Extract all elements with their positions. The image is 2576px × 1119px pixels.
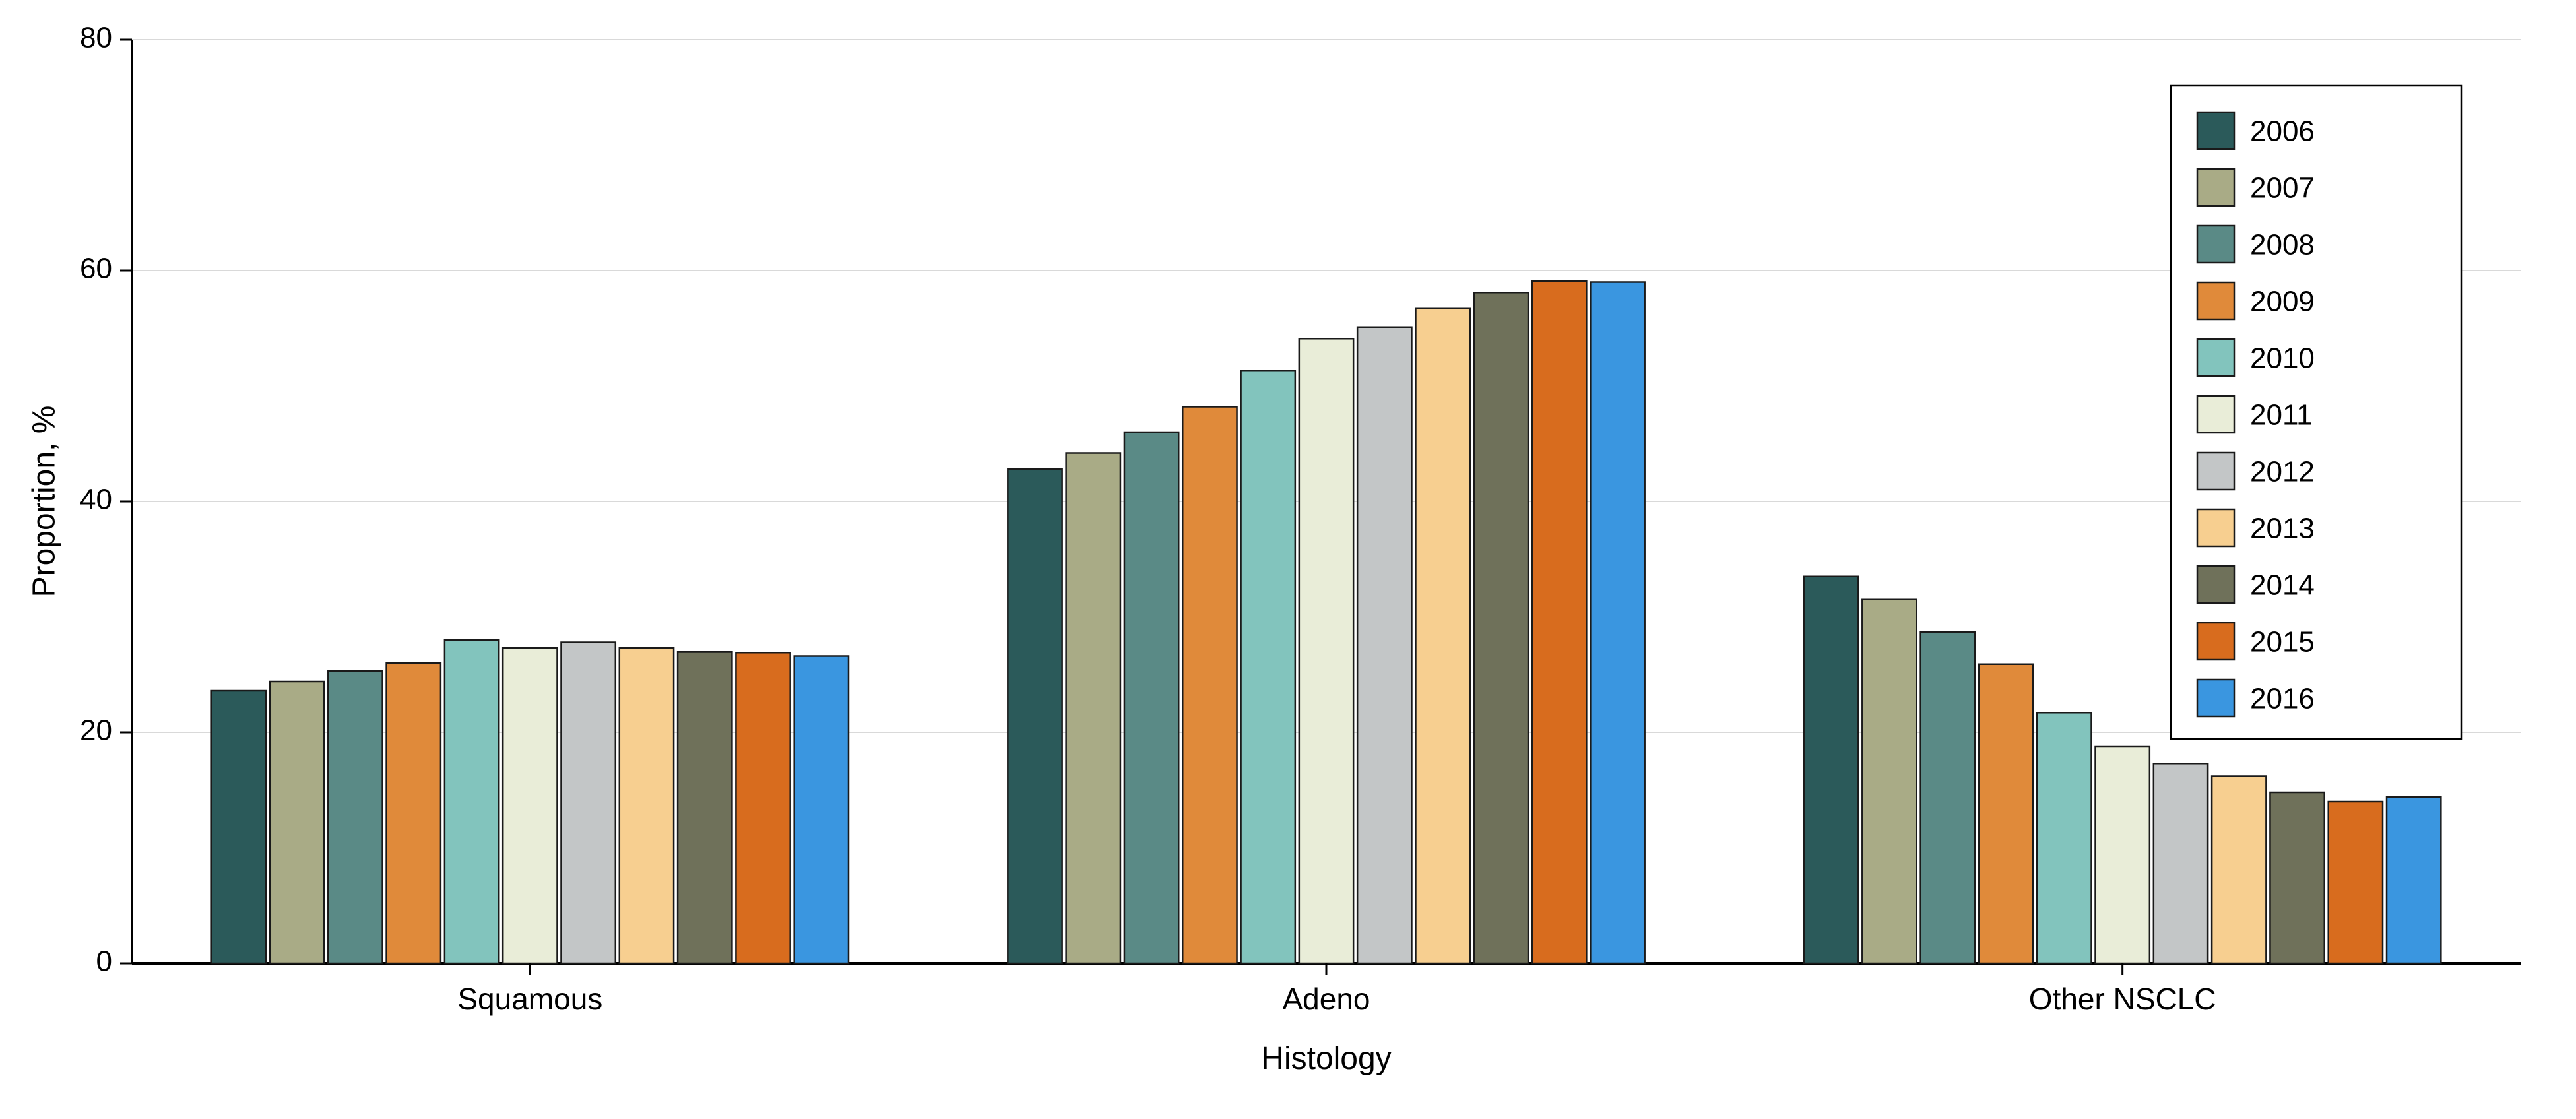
- bar: [1415, 309, 1469, 963]
- bar: [1979, 664, 2033, 963]
- bar: [270, 682, 324, 963]
- bar: [1921, 632, 1975, 963]
- bar: [1474, 292, 1528, 963]
- bar: [1008, 469, 1062, 963]
- bar: [1066, 453, 1120, 964]
- bar: [212, 691, 266, 963]
- legend-swatch: [2197, 509, 2234, 546]
- legend-label: 2006: [2250, 115, 2315, 148]
- legend-swatch: [2197, 112, 2234, 149]
- bar: [387, 663, 441, 963]
- y-tick-label: 20: [80, 715, 112, 747]
- bar: [2212, 777, 2266, 964]
- legend-label: 2008: [2250, 229, 2315, 261]
- x-category-label: Squamous: [457, 982, 602, 1016]
- bar: [794, 656, 849, 964]
- bar: [1241, 371, 1295, 963]
- legend-swatch: [2197, 396, 2234, 433]
- grouped-bar-chart: 0 20 40 60 80 Proportion, % Squamous Adeno Other…: [0, 0, 2576, 1119]
- legend-swatch: [2197, 453, 2234, 490]
- legend-label: 2009: [2250, 286, 2315, 318]
- legend-swatch: [2197, 623, 2234, 660]
- bar: [2037, 713, 2091, 963]
- y-tick-label: 0: [96, 945, 112, 978]
- legend-swatch: [2197, 566, 2234, 603]
- bar: [2154, 763, 2208, 963]
- bar: [1862, 600, 1916, 963]
- legend-label: 2007: [2250, 172, 2315, 205]
- x-category-label: Other NSCLC: [2029, 982, 2216, 1016]
- bar: [2329, 802, 2383, 963]
- bar: [1299, 338, 1353, 963]
- legend-label: 2015: [2250, 626, 2315, 658]
- y-axis-label: Proportion, %: [27, 406, 62, 598]
- bar: [1590, 282, 1644, 964]
- y-tick-label: 60: [80, 253, 112, 285]
- legend-swatch: [2197, 169, 2234, 206]
- legend-swatch: [2197, 282, 2234, 319]
- bar: [1182, 407, 1237, 964]
- bar: [328, 671, 382, 963]
- bar: [620, 648, 674, 963]
- legend-label: 2016: [2250, 683, 2315, 715]
- legend-swatch: [2197, 226, 2234, 263]
- bar: [445, 640, 499, 963]
- chart-container: 0 20 40 60 80 Proportion, % Squamous Adeno Other…: [0, 0, 2576, 1119]
- bar: [2096, 746, 2150, 963]
- legend-label: 2010: [2250, 342, 2315, 375]
- y-tick-label: 80: [80, 22, 112, 54]
- bar: [1357, 327, 1411, 963]
- x-category-label: Adeno: [1282, 982, 1370, 1016]
- legend-swatch: [2197, 680, 2234, 717]
- bar: [1124, 432, 1178, 963]
- legend-label: 2012: [2250, 456, 2315, 488]
- legend-swatch: [2197, 339, 2234, 376]
- bar: [736, 653, 790, 963]
- legend-label: 2011: [2250, 399, 2313, 432]
- legend: 2006 2007 2008 2009 2010 2011 2012 2013 2014 2015…: [2171, 86, 2461, 739]
- x-axis-label: Histology: [1261, 1041, 1391, 1076]
- legend-label: 2014: [2250, 569, 2315, 602]
- legend-label: 2013: [2250, 513, 2315, 545]
- bar: [503, 648, 557, 963]
- bar: [1804, 577, 1858, 963]
- y-tick-label: 40: [80, 484, 112, 516]
- bar: [561, 643, 615, 964]
- bar: [2270, 792, 2324, 963]
- bar: [2387, 797, 2441, 963]
- bar: [678, 652, 732, 964]
- bar: [1532, 281, 1586, 963]
